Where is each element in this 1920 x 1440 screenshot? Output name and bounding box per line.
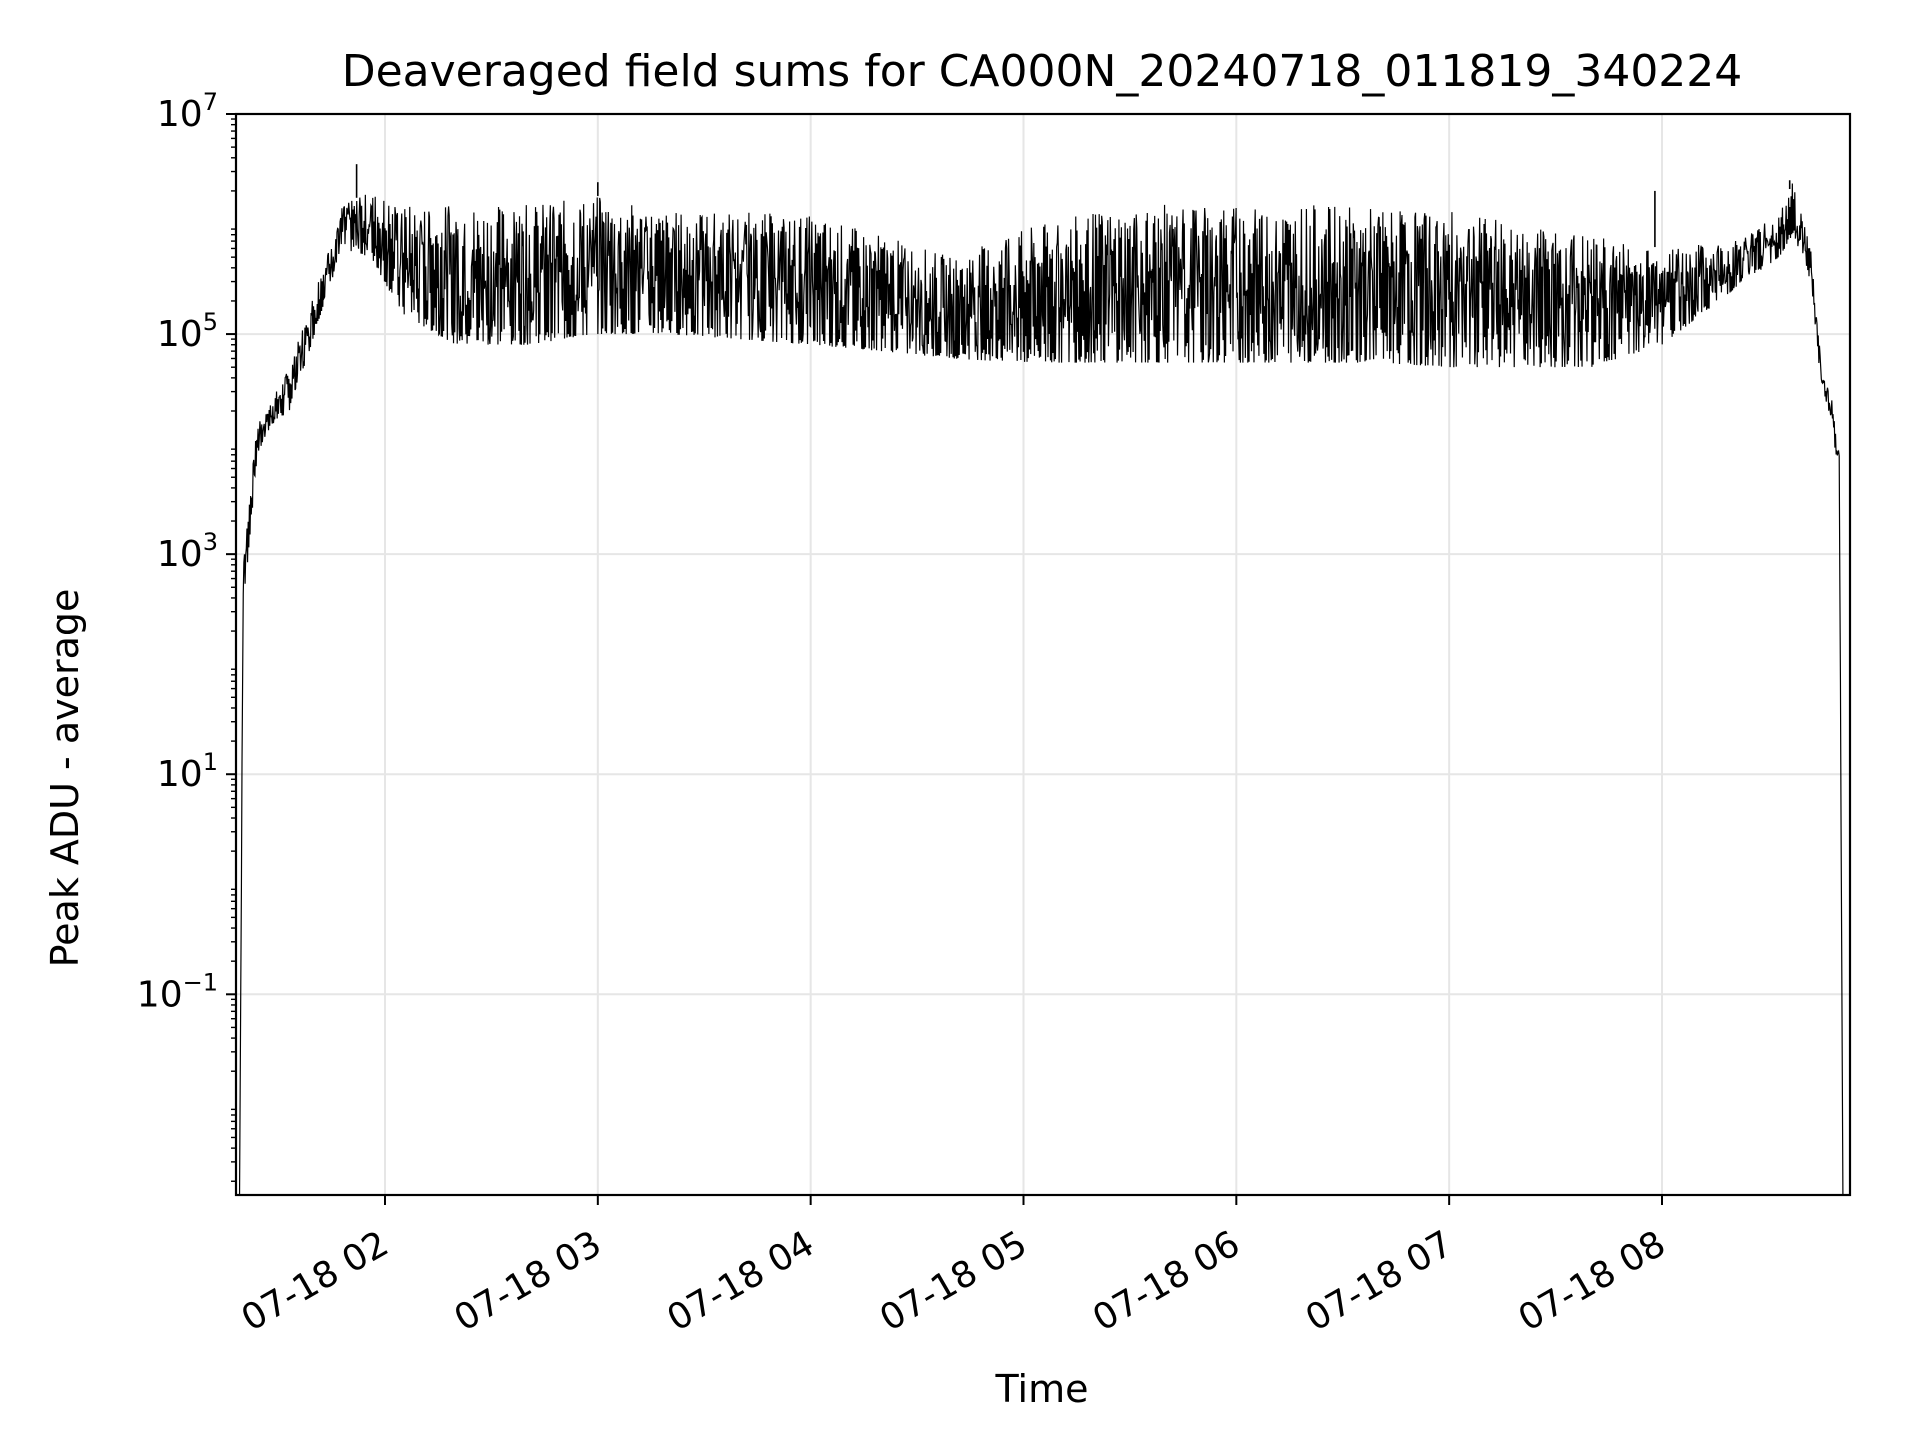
chart-title: Deaveraged field sums for CA000N_2024071… [342, 46, 1743, 97]
x-axis-label: Time [995, 1367, 1089, 1411]
series-layer [238, 164, 1844, 1196]
y-tick-label: 107 [157, 88, 218, 135]
y-axis-label: Peak ADU - average [43, 589, 87, 968]
y-tick-label: 101 [157, 748, 218, 795]
y-tick-label: 103 [157, 528, 218, 575]
y-axis: 107 105 103 101 10−1 [137, 88, 236, 1182]
y-tick-label: 105 [157, 308, 218, 355]
y-tick-label: 10−1 [137, 968, 218, 1015]
plot-frame [234, 112, 1852, 1197]
series-line [238, 183, 1844, 1196]
